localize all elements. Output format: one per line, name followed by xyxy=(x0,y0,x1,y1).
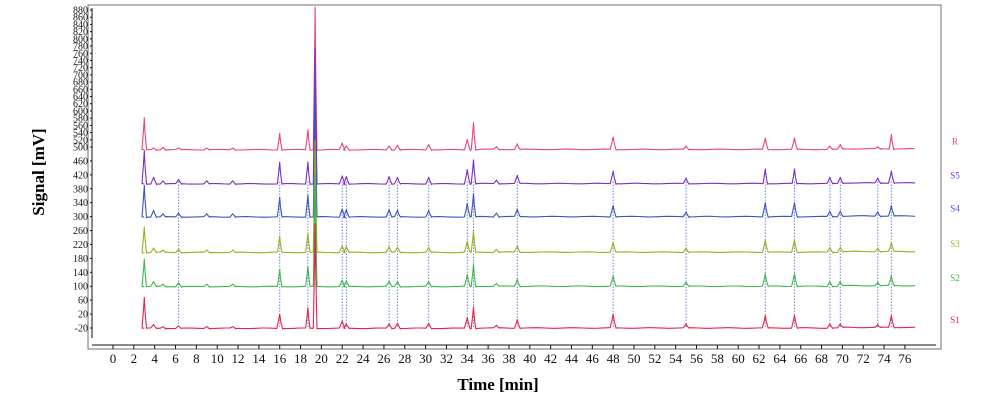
x-tick-label: 2 xyxy=(131,351,138,366)
x-tick-label: 54 xyxy=(669,351,683,366)
x-axis-ticks: 0 2 4 6 8 10 12 14 16 18 20 22 24 26 28 30 32 34 36 38 40 42 4… xyxy=(110,345,912,366)
x-tick-label: 34 xyxy=(461,351,475,366)
y-axis-ticks: -20 20 60 100 140 180 220 260 300 340 380 420 460 500… xyxy=(73,6,92,335)
x-tick-label: 72 xyxy=(857,351,870,366)
series-label-s4: S4 xyxy=(950,204,960,214)
x-tick-label: 68 xyxy=(815,351,828,366)
series-label-s3: S3 xyxy=(950,239,960,249)
x-tick-label: 0 xyxy=(110,351,117,366)
x-tick-label: 70 xyxy=(836,351,849,366)
x-tick-label: 24 xyxy=(357,351,371,366)
series-label-r: R xyxy=(952,136,958,146)
x-tick-label: 12 xyxy=(232,351,245,366)
x-tick-label: 20 xyxy=(315,351,328,366)
y-tick-label: 820 xyxy=(73,27,88,38)
y-tick-label: 880 xyxy=(73,6,88,17)
x-tick-label: 66 xyxy=(794,351,808,366)
x-tick-label: 28 xyxy=(398,351,411,366)
y-tick-label: 260 xyxy=(73,226,88,237)
y-tick-label: 520 xyxy=(73,135,88,146)
y-tick-label: -20 xyxy=(75,324,88,335)
x-tick-label: 4 xyxy=(151,351,158,366)
y-tick-label: 220 xyxy=(73,240,88,251)
y-tick-label: 420 xyxy=(73,170,88,181)
series-line-s5 xyxy=(141,47,916,186)
y-tick-label: 780 xyxy=(73,42,88,53)
x-tick-label: 10 xyxy=(211,351,224,366)
x-tick-label: 18 xyxy=(294,351,307,366)
x-tick-label: 42 xyxy=(544,351,557,366)
series-line-r xyxy=(141,6,915,152)
x-tick-label: 62 xyxy=(753,351,766,366)
x-tick-label: 16 xyxy=(273,351,287,366)
x-tick-label: 46 xyxy=(586,351,600,366)
series-line-s2 xyxy=(141,170,916,288)
x-tick-label: 22 xyxy=(336,351,349,366)
x-tick-label: 36 xyxy=(482,351,496,366)
x-tick-label: 50 xyxy=(628,351,641,366)
y-tick-label: 760 xyxy=(73,49,88,60)
x-tick-label: 76 xyxy=(898,351,912,366)
x-tick-label: 26 xyxy=(377,351,391,366)
plot-frame xyxy=(87,4,942,350)
x-tick-label: 52 xyxy=(648,351,661,366)
y-tick-label: 580 xyxy=(73,114,88,125)
y-tick-label: 800 xyxy=(73,34,88,45)
x-tick-label: 40 xyxy=(523,351,536,366)
x-tick-label: 56 xyxy=(690,351,704,366)
y-tick-label: 720 xyxy=(73,63,88,74)
x-tick-label: 44 xyxy=(565,351,579,366)
series-line-s4 xyxy=(141,88,916,219)
x-tick-label: 30 xyxy=(419,351,432,366)
peak-connectors xyxy=(178,181,892,328)
y-tick-label: 500 xyxy=(73,143,88,154)
series-label-s1: S1 xyxy=(950,315,960,325)
x-tick-label: 58 xyxy=(711,351,724,366)
x-tick-label: 60 xyxy=(732,351,745,366)
x-tick-label: 64 xyxy=(773,351,787,366)
x-tick-label: 32 xyxy=(440,351,453,366)
y-axis-title: Signal [mV] xyxy=(29,128,48,215)
y-tick-label: 460 xyxy=(73,156,88,167)
x-axis-title: Time [min] xyxy=(457,375,538,394)
x-tick-label: 8 xyxy=(193,351,200,366)
y-tick-label: 340 xyxy=(73,198,88,209)
y-tick-label: 300 xyxy=(73,212,88,223)
x-tick-label: 48 xyxy=(607,351,620,366)
series-label-s2: S2 xyxy=(950,273,960,283)
y-tick-label: 180 xyxy=(73,254,88,265)
series-label-s5: S5 xyxy=(950,171,960,181)
series-line-s3 xyxy=(141,139,916,254)
y-tick-label: 20 xyxy=(78,310,88,321)
y-tick-label: 600 xyxy=(73,106,88,117)
y-tick-label: 700 xyxy=(73,70,88,81)
x-tick-label: 38 xyxy=(502,351,515,366)
y-tick-label: 660 xyxy=(73,85,88,96)
x-tick-label: 14 xyxy=(252,351,266,366)
y-tick-label: 100 xyxy=(73,282,88,293)
y-tick-label: 640 xyxy=(73,92,88,103)
x-tick-label: 6 xyxy=(172,351,179,366)
y-tick-label: 680 xyxy=(73,78,88,89)
y-tick-label: 380 xyxy=(73,184,88,195)
y-tick-label: 620 xyxy=(73,99,88,110)
x-tick-label: 74 xyxy=(878,351,892,366)
y-tick-label: 140 xyxy=(73,268,88,279)
y-tick-label: 540 xyxy=(73,128,88,139)
y-tick-label: 840 xyxy=(73,20,88,31)
y-tick-label: 740 xyxy=(73,56,88,67)
y-tick-label: 860 xyxy=(73,13,88,24)
y-tick-label: 60 xyxy=(78,296,88,307)
series-line-s1 xyxy=(141,223,916,330)
series-traces xyxy=(141,6,916,330)
series-labels: R S5 S4 S3 S2 S1 xyxy=(950,136,960,325)
y-tick-label: 560 xyxy=(73,121,88,132)
